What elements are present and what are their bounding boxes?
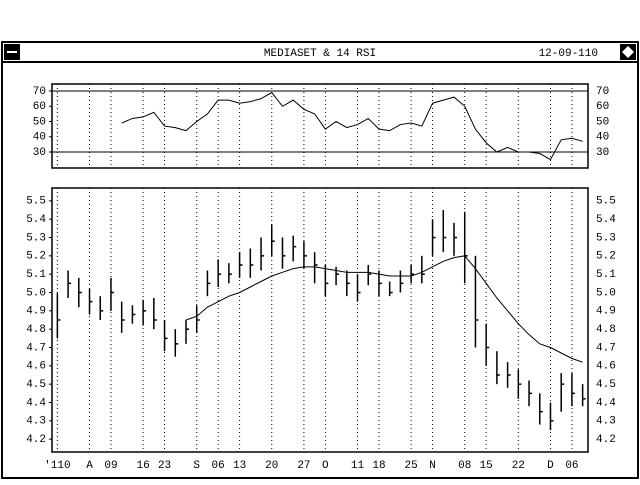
x-tick-label: 18 (372, 460, 385, 472)
moving-average-line (185, 255, 583, 363)
y-tick-label-right: 40 (596, 132, 609, 144)
y-tick-label: 5.3 (26, 232, 46, 244)
y-tick-label-right: 60 (596, 101, 609, 113)
y-tick-label-right: 4.3 (596, 416, 616, 428)
rsi-panel (51, 83, 589, 169)
close-icon[interactable] (7, 51, 17, 53)
x-tick-label: '110 (44, 460, 70, 472)
x-tick-label: 11 (351, 460, 365, 472)
y-tick-label-right: 70 (596, 86, 609, 98)
x-tick-label: 25 (405, 460, 418, 472)
y-tick-label-right: 50 (596, 116, 609, 128)
y-tick-label-right: 4.5 (596, 379, 616, 391)
y-tick-label: 5.0 (26, 287, 46, 299)
y-tick-label-right: 4.6 (596, 361, 616, 373)
x-tick-label: 15 (480, 460, 493, 472)
y-tick-label: 4.3 (26, 416, 46, 428)
y-tick-label: 4.7 (26, 342, 46, 354)
x-tick-label: D (547, 460, 554, 472)
y-tick-label-right: 5.1 (596, 269, 616, 281)
window-frame (1, 41, 639, 479)
y-tick-label: 5.4 (26, 214, 46, 226)
y-tick-label: 30 (33, 147, 46, 159)
x-tick-label: S (193, 460, 200, 472)
y-tick-label-right: 5.0 (596, 287, 616, 299)
y-tick-label: 4.8 (26, 324, 46, 336)
y-tick-label-right: 5.2 (596, 251, 616, 263)
chart-title: MEDIASET & 14 RSI (264, 48, 376, 60)
y-tick-label-right: 4.2 (596, 434, 616, 446)
x-tick-label: 08 (458, 460, 471, 472)
y-tick-label-right: 4.9 (596, 306, 616, 318)
x-tick-label: 27 (297, 460, 310, 472)
y-tick-label-right: 4.8 (596, 324, 616, 336)
x-tick-label: O (322, 460, 329, 472)
y-tick-label-right: 4.7 (596, 342, 616, 354)
y-tick-label: 5.2 (26, 251, 46, 263)
x-tick-label: 23 (158, 460, 171, 472)
y-tick-label: 5.5 (26, 196, 46, 208)
x-tick-label: 06 (565, 460, 578, 472)
maximize-icon[interactable] (622, 46, 634, 58)
y-tick-label-right: 5.5 (596, 196, 616, 208)
y-tick-label: 4.6 (26, 361, 46, 373)
y-tick-label: 40 (33, 132, 46, 144)
y-tick-label: 4.4 (26, 397, 46, 409)
x-tick-label: 20 (265, 460, 278, 472)
price-panel (51, 187, 589, 453)
y-tick-label-right: 5.4 (596, 214, 616, 226)
y-tick-label: 4.9 (26, 306, 46, 318)
y-tick-label-right: 30 (596, 147, 609, 159)
rsi-line (121, 91, 583, 161)
x-tick-label: 13 (233, 460, 246, 472)
x-tick-label: A (86, 460, 93, 472)
y-tick-label-right: 5.3 (596, 232, 616, 244)
y-tick-label: 5.1 (26, 269, 46, 281)
y-tick-label-right: 4.4 (596, 397, 616, 409)
y-tick-label: 50 (33, 116, 46, 128)
x-tick-label: 09 (104, 460, 117, 472)
y-tick-label: 70 (33, 86, 46, 98)
x-tick-label: 06 (212, 460, 225, 472)
y-tick-label: 4.2 (26, 434, 46, 446)
x-tick-label: 22 (512, 460, 525, 472)
chart-date: 12-09-110 (539, 48, 598, 60)
x-tick-label: N (429, 460, 436, 472)
maximize-button[interactable] (620, 44, 636, 60)
x-tick-label: 16 (137, 460, 150, 472)
y-tick-label: 60 (33, 101, 46, 113)
y-tick-label: 4.5 (26, 379, 46, 391)
close-button[interactable] (4, 44, 20, 60)
